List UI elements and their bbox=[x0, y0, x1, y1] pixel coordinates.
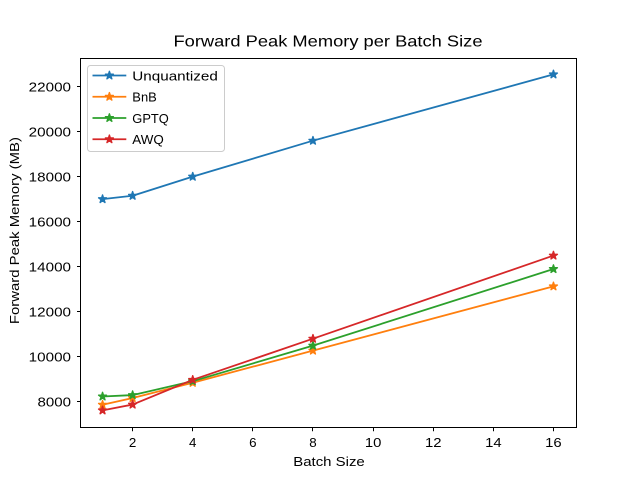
svg-text:12: 12 bbox=[425, 435, 442, 450]
svg-text:4: 4 bbox=[189, 435, 197, 450]
svg-text:8000: 8000 bbox=[38, 394, 72, 409]
svg-text:2: 2 bbox=[129, 435, 136, 450]
svg-text:14: 14 bbox=[485, 435, 502, 450]
svg-text:8: 8 bbox=[309, 435, 316, 450]
svg-text:18000: 18000 bbox=[29, 170, 71, 185]
svg-text:Forward Peak Memory per Batch: Forward Peak Memory per Batch Size bbox=[174, 34, 483, 51]
svg-text:16000: 16000 bbox=[29, 215, 71, 230]
svg-text:GPTQ: GPTQ bbox=[132, 111, 169, 126]
svg-text:10000: 10000 bbox=[29, 349, 71, 364]
svg-text:10: 10 bbox=[365, 435, 382, 450]
svg-text:AWQ: AWQ bbox=[132, 132, 164, 147]
svg-text:Forward Peak Memory (MB): Forward Peak Memory (MB) bbox=[7, 137, 22, 324]
svg-text:22000: 22000 bbox=[29, 80, 71, 95]
svg-text:14000: 14000 bbox=[29, 259, 71, 274]
svg-text:6: 6 bbox=[249, 435, 256, 450]
svg-text:12000: 12000 bbox=[29, 304, 71, 319]
svg-text:Unquantized: Unquantized bbox=[132, 68, 218, 83]
svg-text:BnB: BnB bbox=[132, 90, 157, 105]
svg-text:16: 16 bbox=[545, 435, 562, 450]
svg-text:20000: 20000 bbox=[29, 125, 71, 140]
svg-text:Batch Size: Batch Size bbox=[293, 454, 365, 469]
